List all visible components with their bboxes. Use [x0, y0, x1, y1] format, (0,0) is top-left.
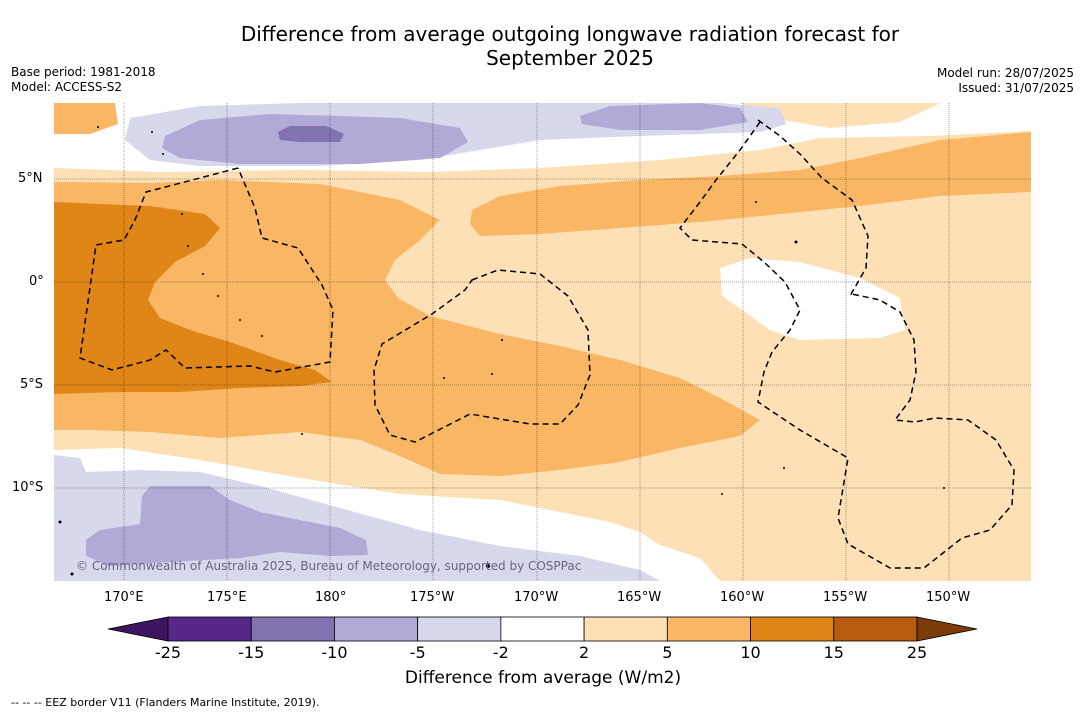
- field-pos10-west: [54, 202, 332, 394]
- island: [58, 520, 62, 524]
- eez-borders: [79, 119, 1015, 569]
- graticule: [54, 103, 1031, 581]
- base-period: Base period: 1981-2018: [11, 65, 156, 79]
- y-tick-5n: 5°N: [18, 171, 43, 186]
- x-tick-160w: 160°W: [720, 590, 765, 605]
- colorbar-bin: [417, 616, 502, 642]
- colorbar-extend-min: [107, 616, 169, 642]
- field-pos5-northwest: [54, 103, 118, 134]
- colorbar-tick-label: 15: [823, 643, 844, 662]
- meta-right: Model run: 28/07/2025 Issued: 31/07/2025: [937, 66, 1074, 96]
- island: [721, 493, 723, 495]
- island: [239, 319, 241, 321]
- title-line-2: September 2025: [486, 46, 654, 70]
- y-tick-5s: 5°S: [20, 377, 44, 392]
- x-tick-175e: 175°E: [207, 590, 247, 605]
- colorbar-tick-label: 10: [740, 643, 761, 662]
- island: [755, 201, 757, 203]
- island: [301, 433, 303, 435]
- field-pos5-west: [54, 180, 760, 476]
- y-tick-0: 0°: [29, 274, 44, 289]
- island: [491, 373, 493, 375]
- islands: [58, 126, 945, 576]
- island: [187, 245, 189, 247]
- island: [501, 339, 503, 341]
- model-name: Model: ACCESS-S2: [11, 80, 123, 94]
- field-neg5-north-east: [580, 103, 748, 130]
- eez-phoenix: [373, 269, 591, 443]
- colorbar-bin: [833, 616, 918, 642]
- colorbar-tick-label: -15: [238, 643, 265, 662]
- colorbar-bin: [250, 616, 335, 642]
- colorbar-bin: [583, 616, 668, 642]
- x-tick-165w: 165°W: [617, 590, 662, 605]
- colorbar-tick-label: 2: [579, 643, 590, 662]
- x-tick-150w: 150°W: [926, 590, 971, 605]
- colorbar-extend-max: [916, 616, 978, 642]
- map-fields: [54, 103, 1031, 581]
- chart-title: Difference from average outgoing longwav…: [0, 22, 1085, 70]
- field-neutral-central: [720, 258, 905, 340]
- x-tick-170e: 170°E: [104, 590, 144, 605]
- colorbar-tick-label: -2: [492, 643, 509, 662]
- x-tick-175w: 175°W: [410, 590, 455, 605]
- island: [486, 564, 490, 568]
- colorbar-bin: [750, 616, 835, 642]
- island: [783, 467, 785, 469]
- colorbar-bin: [666, 616, 751, 642]
- y-tick-10s: 10°S: [12, 480, 44, 495]
- island: [151, 131, 153, 133]
- colorbar-bin: [500, 616, 585, 642]
- colorbar-bin: [334, 616, 419, 642]
- colorbar-tick-label: -10: [321, 643, 348, 662]
- island: [202, 273, 204, 275]
- copyright-text: © Commonwealth of Australia 2025, Bureau…: [76, 559, 582, 573]
- eez-line-central: [679, 121, 1015, 569]
- title-line-1: Difference from average outgoing longwav…: [240, 22, 900, 46]
- island: [162, 153, 164, 155]
- island: [217, 295, 219, 297]
- island: [70, 572, 74, 576]
- eez-legend-note: -- -- -- EEZ border V11 (Flanders Marine…: [11, 696, 320, 709]
- island: [943, 487, 945, 489]
- colorbar-tick-label: 5: [662, 643, 673, 662]
- island: [443, 377, 445, 379]
- colorbar-tick-label: -25: [154, 643, 182, 662]
- island: [261, 335, 263, 337]
- eez-kiribati-gilberts: [79, 167, 334, 373]
- field-neg10-north: [278, 126, 344, 142]
- colorbar-bin: [167, 616, 252, 642]
- colorbar-tick-label: -5: [409, 643, 426, 662]
- field-pos5-east: [470, 132, 1031, 236]
- island: [181, 213, 183, 215]
- colorbar: [107, 616, 978, 642]
- issued-date: Issued: 31/07/2025: [958, 81, 1074, 95]
- island: [97, 126, 99, 128]
- eez-line-north: [757, 119, 869, 297]
- x-tick-155w: 155°W: [823, 590, 868, 605]
- model-run: Model run: 28/07/2025: [936, 66, 1074, 80]
- meta-left: Base period: 1981-2018 Model: ACCESS-S2: [11, 65, 156, 95]
- x-tick-170w: 170°W: [514, 590, 559, 605]
- colorbar-title: Difference from average (W/m2): [404, 668, 682, 688]
- colorbar-tick-label: 25: [906, 643, 928, 662]
- island: [794, 240, 798, 244]
- x-tick-180: 180°: [315, 590, 347, 605]
